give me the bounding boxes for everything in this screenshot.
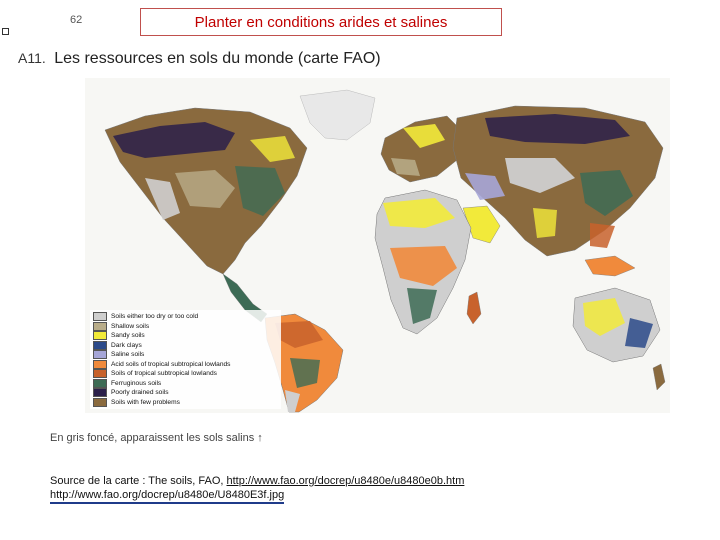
legend-label: Soils either too dry or too cold bbox=[111, 313, 199, 320]
legend-item: Ferruginous soils bbox=[93, 378, 278, 388]
legend-label: Saline soils bbox=[111, 351, 145, 358]
legend-label: Soils with few problems bbox=[111, 398, 180, 406]
source-prefix: Source de la carte : The soils, FAO, bbox=[50, 475, 227, 487]
legend-swatch bbox=[93, 340, 107, 350]
map-legend: Soils either too dry or too cold Shallow… bbox=[90, 310, 281, 409]
legend-swatch bbox=[93, 331, 107, 340]
slide-title-box: Planter en conditions arides et salines bbox=[140, 8, 502, 36]
heading-text: Les ressources en sols du monde (carte F… bbox=[54, 50, 381, 67]
legend-label: Acid soils of tropical subtropical lowla… bbox=[111, 360, 231, 368]
legend-label: Shallow soils bbox=[111, 322, 150, 330]
madagascar bbox=[466, 291, 482, 325]
legend-swatch bbox=[93, 397, 107, 407]
legend-label: Ferruginous soils bbox=[111, 379, 162, 387]
heading-number: A11. bbox=[18, 50, 46, 66]
legend-swatch bbox=[93, 378, 107, 388]
legend-label: Dark clays bbox=[111, 341, 142, 349]
legend-label: Poorly drained soils bbox=[111, 389, 169, 396]
source-link-1[interactable]: http://www.fao.org/docrep/u8480e/u8480e0… bbox=[226, 475, 465, 487]
world-map-graphic bbox=[104, 89, 666, 413]
legend-item: Acid soils of tropical subtropical lowla… bbox=[93, 359, 278, 369]
legend-swatch bbox=[93, 312, 107, 321]
legend-item: Poorly drained soils bbox=[93, 388, 278, 397]
section-heading: A11. Les ressources en sols du monde (ca… bbox=[18, 50, 381, 68]
corner-mark bbox=[2, 28, 9, 35]
legend-swatch bbox=[93, 369, 107, 378]
map-caption: En gris foncé, apparaissent les sols sal… bbox=[50, 432, 263, 444]
legend-swatch bbox=[93, 350, 107, 359]
greenland bbox=[299, 89, 376, 141]
legend-item: Dark clays bbox=[93, 340, 278, 350]
legend-label: Sandy soils bbox=[111, 332, 145, 339]
legend-item: Sandy soils bbox=[93, 331, 278, 340]
legend-swatch bbox=[93, 321, 107, 331]
world-soil-map: Soils either too dry or too cold Shallow… bbox=[85, 78, 670, 413]
new-zealand bbox=[652, 363, 666, 391]
legend-item: Shallow soils bbox=[93, 321, 278, 331]
page-number: 62 bbox=[70, 14, 83, 26]
legend-swatch bbox=[93, 388, 107, 397]
source-block: Source de la carte : The soils, FAO, htt… bbox=[50, 474, 464, 504]
legend-item: Soils either too dry or too cold bbox=[93, 312, 278, 321]
legend-item: Soils of tropical subtropical lowlands bbox=[93, 369, 278, 378]
legend-item: Soils with few problems bbox=[93, 397, 278, 407]
legend-swatch bbox=[93, 359, 107, 369]
legend-label: Soils of tropical subtropical lowlands bbox=[111, 370, 217, 377]
indonesia bbox=[584, 255, 636, 277]
slide-title: Planter en conditions arides et salines bbox=[194, 13, 448, 31]
source-link-2[interactable]: http://www.fao.org/docrep/u8480e/U8480E3… bbox=[50, 489, 285, 504]
legend-item: Saline soils bbox=[93, 350, 278, 359]
arabian-peninsula bbox=[462, 205, 501, 244]
